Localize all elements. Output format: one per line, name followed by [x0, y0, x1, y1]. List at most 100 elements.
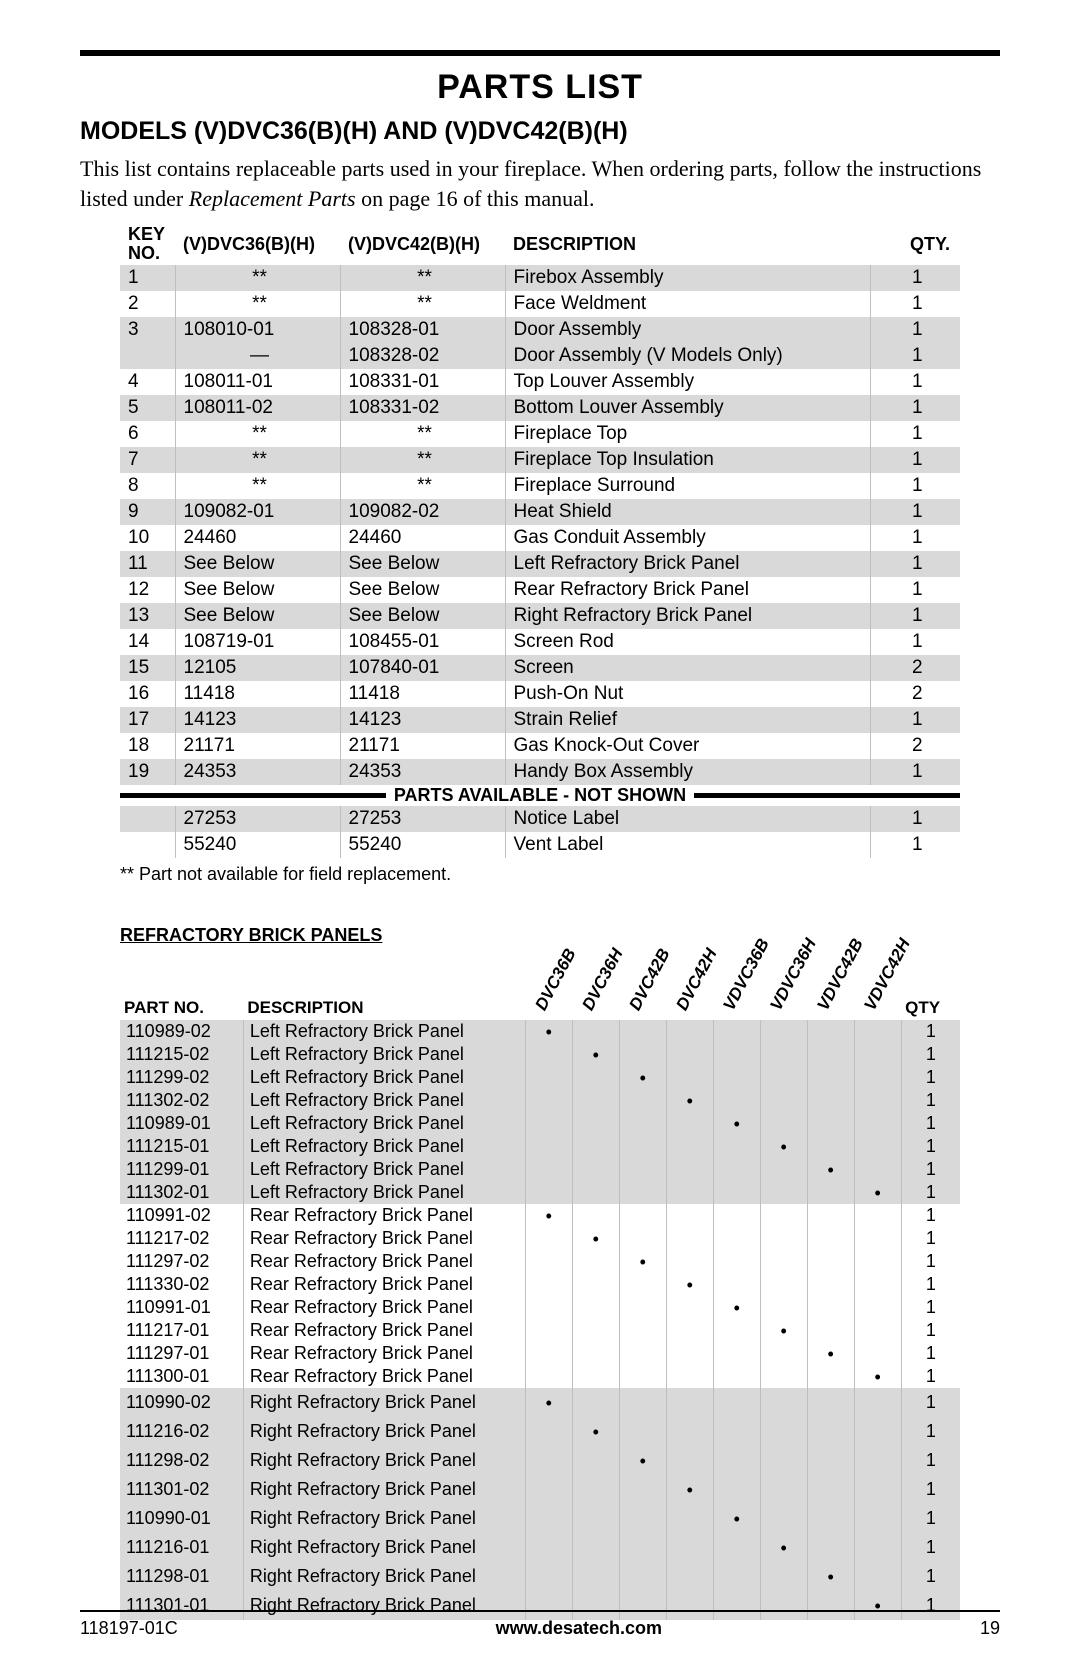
- separator-row: PARTS AVAILABLE - NOT SHOWN: [120, 785, 960, 806]
- header-qty: QTY.: [870, 223, 960, 265]
- ref-dot: [666, 1112, 713, 1135]
- ref-partno: 111300-01: [120, 1365, 243, 1388]
- table-cell: Handy Box Assembly: [505, 759, 870, 785]
- ref-dot: [854, 1296, 901, 1319]
- ref-dot: [525, 1319, 572, 1342]
- table-cell: Vent Label: [505, 832, 870, 858]
- table-cell: See Below: [175, 603, 340, 629]
- ref-dot: [619, 1504, 666, 1533]
- table-row: 110990-02Right Refractory Brick Panel•1: [120, 1388, 960, 1417]
- ref-dot: [854, 1342, 901, 1365]
- ref-dot: •: [713, 1296, 760, 1319]
- ref-desc: Right Refractory Brick Panel: [243, 1533, 525, 1562]
- ref-qty: 1: [901, 1204, 960, 1227]
- table-cell: See Below: [340, 577, 505, 603]
- ref-dot: [619, 1020, 666, 1043]
- refractory-table: PART NO. DESCRIPTION DVC36BDVC36HDVC42BD…: [120, 952, 960, 1620]
- table-cell: See Below: [340, 551, 505, 577]
- ref-dot: [760, 1446, 807, 1475]
- ref-dot: [807, 1250, 854, 1273]
- ref-dot: [666, 1417, 713, 1446]
- ref-dot: [760, 1089, 807, 1112]
- ref-dot: [572, 1250, 619, 1273]
- table-cell: Right Refractory Brick Panel: [505, 603, 870, 629]
- table-cell: 7: [120, 447, 175, 473]
- table-row: 161141811418Push-On Nut2: [120, 681, 960, 707]
- table-cell: 13: [120, 603, 175, 629]
- table-row: 3108010-01108328-01Door Assembly1: [120, 317, 960, 343]
- ref-dot: [713, 1066, 760, 1089]
- table-cell: 1: [870, 265, 960, 291]
- table-row: 11See BelowSee BelowLeft Refractory Bric…: [120, 551, 960, 577]
- ref-dot: [807, 1066, 854, 1089]
- ref-desc: Left Refractory Brick Panel: [243, 1158, 525, 1181]
- ref-dot: [525, 1342, 572, 1365]
- ref-dot: [572, 1066, 619, 1089]
- table-cell: **: [175, 473, 340, 499]
- ref-dot: [807, 1504, 854, 1533]
- ref-dot: [854, 1250, 901, 1273]
- table-cell: See Below: [175, 551, 340, 577]
- table-cell: Strain Relief: [505, 707, 870, 733]
- table-row: 111217-02Rear Refractory Brick Panel•1: [120, 1227, 960, 1250]
- ref-dot: [854, 1533, 901, 1562]
- ref-dot: [525, 1446, 572, 1475]
- ref-dot: [525, 1066, 572, 1089]
- ref-dot: [713, 1181, 760, 1204]
- table-row: 7****Fireplace Top Insulation1: [120, 447, 960, 473]
- ref-qty: 1: [901, 1273, 960, 1296]
- ref-dot: [760, 1365, 807, 1388]
- ref-dot: [619, 1342, 666, 1365]
- ref-dot: [525, 1504, 572, 1533]
- table-cell: Firebox Assembly: [505, 265, 870, 291]
- ref-dot: [619, 1043, 666, 1066]
- table-cell: 108010-01: [175, 317, 340, 343]
- ref-dot: [525, 1296, 572, 1319]
- ref-dot: •: [572, 1043, 619, 1066]
- table-cell: 1: [870, 629, 960, 655]
- table-cell: 27253: [340, 806, 505, 832]
- ref-desc: Right Refractory Brick Panel: [243, 1388, 525, 1417]
- intro-text-b: on page 16 of this manual.: [356, 186, 595, 211]
- table-row: 192435324353Handy Box Assembly1: [120, 759, 960, 785]
- ref-dot: [666, 1504, 713, 1533]
- ref-header-model: DVC36B: [525, 952, 572, 1020]
- ref-dot: [572, 1365, 619, 1388]
- ref-dot: [854, 1475, 901, 1504]
- ref-header-model: VDVC36H: [760, 952, 807, 1020]
- table-row: 111330-02Rear Refractory Brick Panel•1: [120, 1273, 960, 1296]
- ref-dot: [760, 1417, 807, 1446]
- table-cell: 14123: [340, 707, 505, 733]
- ref-dot: [572, 1135, 619, 1158]
- ref-dot: •: [619, 1250, 666, 1273]
- ref-qty: 1: [901, 1342, 960, 1365]
- ref-desc: Rear Refractory Brick Panel: [243, 1296, 525, 1319]
- table-cell: Screen Rod: [505, 629, 870, 655]
- ref-desc: Right Refractory Brick Panel: [243, 1417, 525, 1446]
- ref-dot: [713, 1562, 760, 1591]
- table-cell: 108011-02: [175, 395, 340, 421]
- table-cell: Top Louver Assembly: [505, 369, 870, 395]
- table-cell: 21171: [175, 733, 340, 759]
- ref-qty: 1: [901, 1504, 960, 1533]
- ref-qty: 1: [901, 1475, 960, 1504]
- table-row: 111216-01Right Refractory Brick Panel•1: [120, 1533, 960, 1562]
- ref-dot: [666, 1158, 713, 1181]
- ref-partno: 111302-02: [120, 1089, 243, 1112]
- table-cell: [120, 832, 175, 858]
- table-cell: 55240: [340, 832, 505, 858]
- ref-dot: [666, 1204, 713, 1227]
- table-row: 111215-01Left Refractory Brick Panel•1: [120, 1135, 960, 1158]
- ref-dot: [713, 1342, 760, 1365]
- ref-dot: •: [854, 1181, 901, 1204]
- ref-dot: [525, 1112, 572, 1135]
- ref-desc: Left Refractory Brick Panel: [243, 1066, 525, 1089]
- table-cell: 24460: [340, 525, 505, 551]
- ref-partno: 111298-01: [120, 1562, 243, 1591]
- table-row: 111216-02Right Refractory Brick Panel•1: [120, 1417, 960, 1446]
- table-row: 182117121171Gas Knock-Out Cover2: [120, 733, 960, 759]
- table-cell: Face Weldment: [505, 291, 870, 317]
- ref-partno: 111215-01: [120, 1135, 243, 1158]
- ref-dot: [854, 1135, 901, 1158]
- table-row: 111299-02Left Refractory Brick Panel•1: [120, 1066, 960, 1089]
